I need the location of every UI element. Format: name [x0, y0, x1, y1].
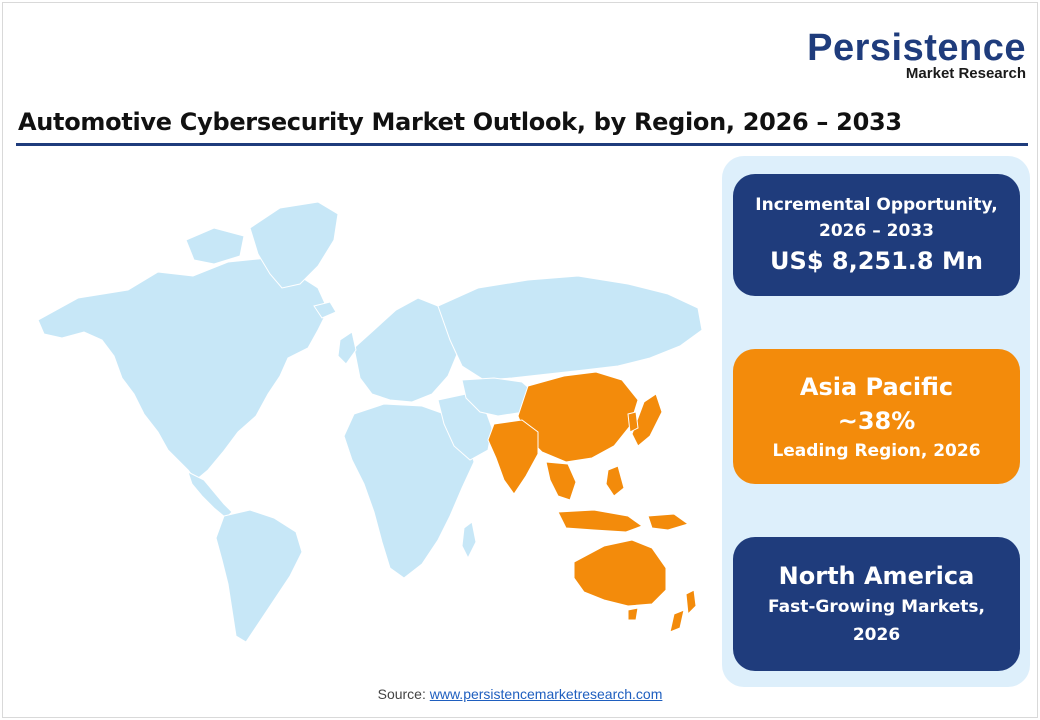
map-uk: [337, 331, 357, 365]
card-caption: Leading Region, 2026: [772, 440, 981, 461]
incremental-opportunity-card: Incremental Opportunity, 2026 – 2033 US$…: [733, 174, 1020, 296]
world-map: [37, 201, 703, 643]
map-japan: [631, 393, 663, 447]
map-europe: [353, 297, 459, 403]
map-greenland: [249, 201, 339, 289]
card-share: ~38%: [837, 406, 916, 435]
map-indonesia: [557, 509, 644, 533]
map-new-zealand: [685, 589, 697, 616]
page-title: Automotive Cybersecurity Market Outlook,…: [18, 108, 902, 136]
map-south-america: [215, 509, 303, 643]
map-se-asia: [545, 461, 577, 501]
card-region: North America: [778, 562, 975, 590]
map-tasmania: [627, 607, 639, 621]
card-region: Asia Pacific: [799, 372, 954, 401]
fast-growing-card: North America Fast-Growing Markets, 2026: [733, 537, 1020, 671]
map-russia: [437, 275, 703, 381]
logo-main-text: Persistence: [807, 27, 1026, 69]
map-madagascar: [461, 521, 477, 560]
card-value: US$ 8,251.8 Mn: [770, 247, 983, 275]
map-central-america: [187, 471, 233, 519]
map-arctic-islands: [185, 227, 245, 265]
logo-sub-text: Market Research: [905, 65, 1026, 82]
map-philippines: [605, 465, 625, 497]
card-label: Incremental Opportunity,: [755, 195, 998, 215]
company-logo: Persistence Market Research: [807, 27, 1026, 82]
map-new-zealand-south: [669, 609, 685, 633]
map-korea: [627, 411, 639, 433]
source-line: Source: www.persistencemarketresearch.co…: [0, 686, 1040, 702]
source-link[interactable]: www.persistencemarketresearch.com: [429, 686, 663, 702]
title-divider: [16, 143, 1028, 146]
card-period: 2026 – 2033: [819, 221, 934, 241]
map-north-america: [37, 257, 329, 481]
map-australia: [573, 539, 667, 607]
leading-region-card: Asia Pacific ~38% Leading Region, 2026: [733, 349, 1020, 484]
source-label: Source:: [377, 686, 430, 702]
map-india: [487, 419, 539, 495]
card-caption: Fast-Growing Markets,: [768, 597, 985, 617]
map-new-guinea: [647, 513, 690, 531]
map-iceland: [313, 301, 337, 319]
card-year: 2026: [852, 625, 901, 645]
